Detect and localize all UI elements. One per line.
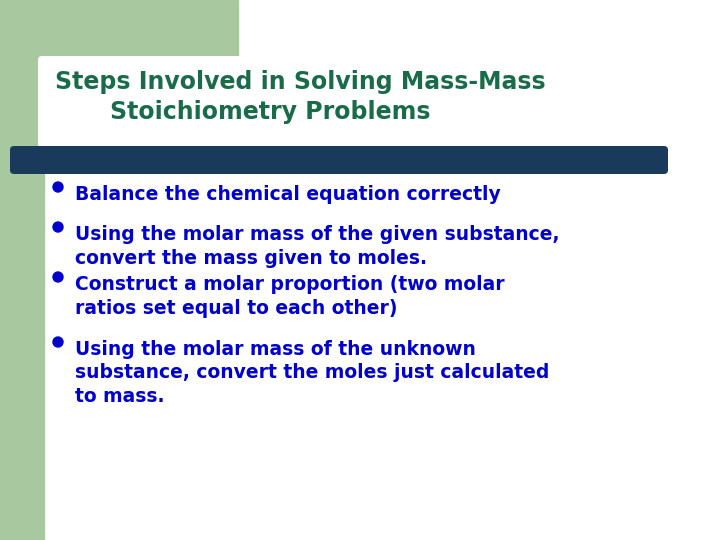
Circle shape <box>53 222 63 232</box>
Bar <box>0 0 44 540</box>
FancyBboxPatch shape <box>38 56 720 159</box>
Text: Using the molar mass of the given substance,
convert the mass given to moles.: Using the molar mass of the given substa… <box>75 225 559 267</box>
Text: Stoichiometry Problems: Stoichiometry Problems <box>110 100 431 124</box>
Text: Using the molar mass of the unknown
substance, convert the moles just calculated: Using the molar mass of the unknown subs… <box>75 340 549 406</box>
Circle shape <box>53 337 63 347</box>
Bar <box>44 0 238 112</box>
FancyBboxPatch shape <box>10 146 668 174</box>
Circle shape <box>53 272 63 282</box>
Text: Construct a molar proportion (two molar
ratios set equal to each other): Construct a molar proportion (two molar … <box>75 275 505 318</box>
Text: Balance the chemical equation correctly: Balance the chemical equation correctly <box>75 185 500 204</box>
Circle shape <box>53 182 63 192</box>
Text: Steps Involved in Solving Mass-Mass: Steps Involved in Solving Mass-Mass <box>55 70 546 94</box>
